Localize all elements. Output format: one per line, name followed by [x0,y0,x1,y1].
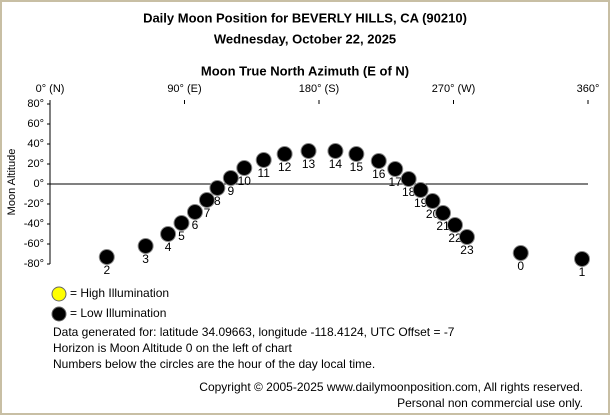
hour-label: 7 [204,206,211,220]
x-tick-label: 270° (W) [432,83,476,95]
moon-point [512,245,529,261]
x-tick-label: 0° (N) [36,83,65,95]
moon-point [458,229,475,245]
moon-point [435,205,452,221]
x-tick-label: 360° [577,83,600,95]
hour-label: 13 [302,157,316,171]
moon-point [327,143,344,159]
moon-point [387,161,404,177]
moon-point [160,226,177,242]
hour-label: 14 [329,157,343,171]
legend-swatch [51,286,67,302]
note: Numbers below the circles are the hour o… [53,357,375,371]
moon-point [446,217,463,233]
hour-label: 2 [103,263,110,277]
legend-label: = High Illumination [70,286,169,300]
moon-point [370,153,387,169]
hour-label: 0 [517,259,524,273]
legend-label: = Low Illumination [70,306,166,320]
hour-label: 9 [227,184,234,198]
moon-point [222,170,239,186]
moon-point [412,182,429,198]
hour-label: 17 [389,175,403,189]
moon-point [300,143,317,159]
note: Horizon is Moon Altitude 0 on the left o… [53,341,292,355]
chart-title: Daily Moon Position for BEVERLY HILLS, C… [143,10,467,25]
y-tick-label: -60° [24,238,44,250]
copyright: Personal non commercial use only. [397,396,583,410]
hour-label: 23 [460,243,474,257]
moon-point [400,171,417,187]
hour-label: 1 [579,265,586,279]
moon-point [236,160,253,176]
hour-label: 10 [238,174,252,188]
hour-label: 16 [372,167,386,181]
y-tick-label: -40° [24,218,44,230]
y-tick-label: 40° [27,138,44,150]
moon-point [348,146,365,162]
hour-label: 19 [414,196,428,210]
x-tick-label: 180° (S) [299,83,339,95]
copyright: Copyright © 2005-2025 www.dailymoonposit… [199,380,583,394]
hour-label: 8 [214,194,221,208]
note: Data generated for: latitude 34.09663, l… [53,325,455,339]
y-tick-label: -20° [24,198,44,210]
moon-point [574,251,591,267]
hour-label: 11 [257,166,270,180]
hour-label: 3 [142,252,149,266]
moon-point [198,192,215,208]
moon-point [276,146,293,162]
moon-point [255,152,272,168]
hour-label: 15 [350,160,364,174]
hour-label: 21 [436,219,450,233]
y-tick-label: 0° [33,178,44,190]
hour-label: 4 [165,240,172,254]
y-tick-label: -80° [24,258,44,270]
x-tick-label: 90° (E) [167,83,201,95]
moon-point [173,215,190,231]
moon-point [209,180,226,196]
hour-label: 18 [402,185,416,199]
y-axis-label: Moon Altitude [6,149,18,216]
hour-label: 22 [448,231,462,245]
moon-point [424,193,441,209]
x-axis-label: Moon True North Azimuth (E of N) [201,63,409,78]
y-tick-label: 80° [27,98,44,110]
moon-point [98,249,115,265]
y-tick-label: 20° [27,158,44,170]
legend-swatch [51,306,67,322]
hour-label: 5 [178,229,185,243]
moon-point [186,204,203,220]
chart-subtitle: Wednesday, October 22, 2025 [214,31,396,46]
hour-label: 12 [278,160,292,174]
moon-point [137,238,154,254]
hour-label: 6 [192,218,199,232]
y-tick-label: 60° [27,118,44,130]
